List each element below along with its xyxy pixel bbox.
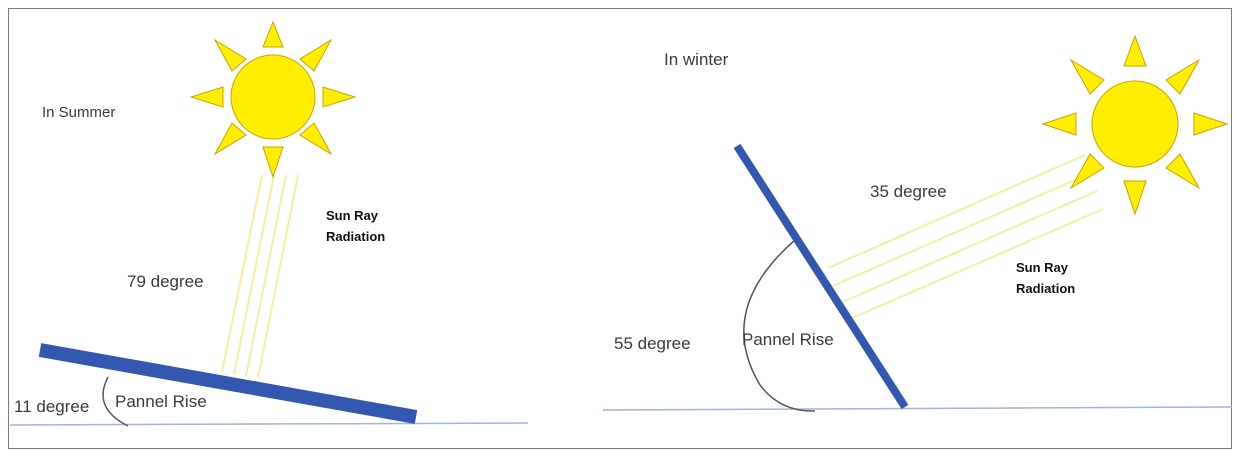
summer-ray-label-line2: Radiation (326, 229, 386, 244)
winter-sun-angle-label: 35 degree (870, 182, 947, 201)
summer-ray-label-line1: Sun Ray (326, 208, 379, 223)
summer-season-label: In Summer (42, 104, 116, 121)
winter-tilt-label: 55 degree (614, 334, 691, 353)
winter-ray-label-line1: Sun Ray (1016, 260, 1069, 275)
summer-tilt-arc (102, 376, 129, 427)
summer-sun-icon (189, 20, 357, 179)
winter-panel (733, 143, 909, 410)
summer-sun-rays (221, 174, 299, 379)
summer-ground-line (9, 422, 529, 426)
winter-tilt-arc (743, 239, 816, 412)
winter-ray-label: Sun Ray Radiation (1016, 257, 1075, 299)
summer-sun-angle-label: 79 degree (127, 272, 204, 291)
summer-panel (38, 343, 418, 424)
winter-sun-rays (827, 154, 1104, 323)
winter-season-label: In winter (664, 50, 729, 69)
summer-tilt-label: 11 degree (14, 397, 90, 416)
winter-ray-label-line2: Radiation (1016, 281, 1076, 296)
winter-ground-line (602, 406, 1233, 411)
winter-panel-label: Pannel Rise (742, 330, 834, 349)
summer-panel-label: Pannel Rise (115, 392, 207, 411)
summer-ray-label: Sun Ray Radiation (326, 205, 385, 247)
winter-sun-icon (1041, 34, 1229, 216)
